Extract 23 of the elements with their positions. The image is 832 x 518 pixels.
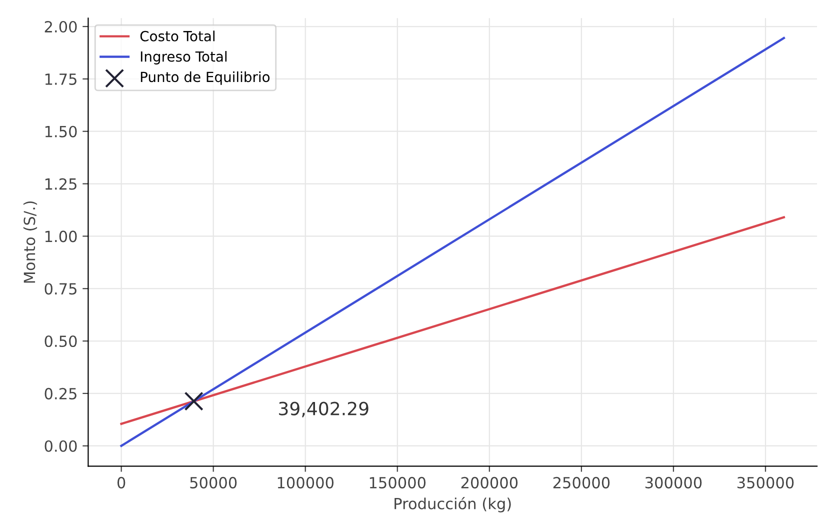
x-tick-label: 250000 (553, 476, 610, 488)
x-tick-label: 350000 (737, 476, 794, 488)
y-tick-label: 1.25 (45, 178, 76, 190)
annotation: 39,402.29 (279, 402, 368, 418)
x-tick-label: 200000 (461, 476, 518, 488)
y-tick-label: 1.50 (45, 126, 77, 138)
x-tick-label: 100000 (278, 476, 334, 488)
y-tick-label: 0.25 (44, 388, 76, 400)
legend-label: Costo Total (140, 30, 215, 42)
y-tick-label: 1.00 (45, 230, 77, 242)
x-tick-label: 150000 (370, 476, 426, 488)
legend-label: Ingreso Total (140, 51, 227, 64)
legend-label: Punto de Equilibrio (140, 71, 270, 85)
y-tick-label: 0.00 (44, 440, 77, 452)
y-tick-label: 2.00 (44, 20, 77, 33)
x-tick-label: 0 (117, 476, 126, 488)
y-tick-label: 0.50 (44, 335, 77, 348)
x-tick-label: 50000 (190, 476, 237, 488)
y-tick-label: 1.75 (45, 74, 76, 85)
y-tick-label: 0.75 (44, 283, 76, 295)
x-axis-title: Producción (kg) (394, 496, 511, 512)
y-axis-title: Monto (S/.) (23, 201, 38, 283)
x-tick-label: 300000 (645, 476, 702, 488)
